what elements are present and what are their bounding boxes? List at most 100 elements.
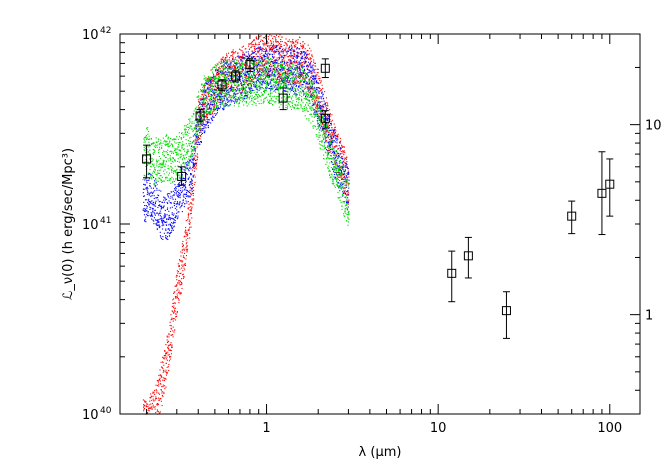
band-dot — [298, 85, 300, 87]
band-dot — [258, 42, 260, 44]
band-dot — [326, 119, 328, 121]
band-dot — [173, 152, 175, 155]
band-dot — [170, 325, 172, 327]
band-dot — [276, 87, 278, 89]
band-dot — [211, 80, 213, 82]
band-dot — [234, 66, 236, 68]
band-dot — [258, 47, 260, 49]
band-dot — [344, 169, 346, 171]
band-dot — [291, 67, 294, 69]
band-dot — [245, 95, 247, 97]
band-dot — [185, 128, 187, 131]
band-dot — [165, 353, 167, 355]
band-dot — [234, 84, 236, 87]
band-dot — [157, 180, 159, 182]
band-dot — [252, 44, 254, 46]
band-dot — [280, 38, 282, 41]
band-dot — [218, 99, 220, 101]
band-dot — [294, 78, 296, 80]
band-dot — [220, 103, 222, 105]
band-dot — [165, 237, 167, 239]
band-dot — [173, 331, 175, 333]
band-dot — [246, 66, 248, 68]
band-dot — [144, 218, 146, 220]
band-dot — [298, 82, 301, 84]
band-dot — [216, 105, 218, 107]
band-dot — [184, 131, 186, 134]
band-dot — [201, 103, 203, 105]
band-dot — [200, 141, 202, 143]
band-dot — [165, 371, 167, 373]
band-dot — [160, 389, 163, 391]
band-dot — [268, 54, 271, 56]
band-dot — [215, 96, 217, 98]
band-dot — [176, 148, 178, 150]
band-dot — [204, 89, 206, 91]
band-dot — [259, 47, 261, 49]
band-dot — [330, 121, 332, 123]
band-dot — [320, 98, 323, 100]
band-dot — [190, 193, 192, 195]
band-dot — [329, 144, 331, 146]
band-dot — [182, 273, 184, 275]
band-dot — [220, 97, 222, 99]
band-dot — [259, 74, 261, 76]
band-dot — [257, 47, 259, 49]
band-dot — [208, 87, 210, 89]
band-dot — [343, 146, 345, 148]
band-dot — [193, 174, 195, 176]
band-dot — [329, 113, 331, 115]
band-dot — [293, 71, 295, 73]
band-dot — [342, 167, 344, 169]
band-dot — [242, 51, 244, 53]
band-dot — [185, 230, 187, 232]
band-dot — [191, 145, 193, 147]
band-dot — [178, 192, 180, 194]
band-dot — [200, 110, 202, 112]
band-dot — [299, 36, 301, 39]
band-dot — [269, 49, 271, 51]
band-dot — [190, 125, 193, 127]
band-dot — [227, 89, 229, 91]
band-dot — [189, 156, 191, 158]
band-dot — [278, 51, 280, 53]
band-dot — [320, 104, 322, 107]
band-dot — [342, 161, 344, 163]
band-dot — [296, 47, 298, 49]
band-dot — [210, 84, 212, 86]
band-dot — [206, 116, 208, 118]
band-dot — [144, 220, 146, 222]
band-dot — [213, 77, 215, 79]
band-dot — [143, 161, 146, 163]
band-dot — [231, 86, 233, 88]
band-dot — [165, 351, 167, 353]
band-dot — [278, 47, 280, 49]
band-dot — [194, 153, 196, 155]
band-dot — [293, 56, 295, 58]
band-dot — [240, 73, 242, 75]
band-dot — [175, 296, 177, 298]
band-dot — [212, 100, 215, 102]
band-dot — [283, 82, 285, 84]
band-dot — [242, 66, 244, 68]
band-dot — [143, 141, 145, 143]
band-dot — [174, 200, 176, 202]
band-dot — [150, 174, 152, 177]
band-dot — [180, 205, 182, 208]
band-dot — [269, 68, 271, 70]
band-dot — [296, 76, 299, 78]
band-dot — [195, 163, 197, 165]
band-dot — [171, 310, 173, 312]
band-dot — [338, 171, 340, 173]
band-dot — [181, 264, 183, 266]
band-dot — [178, 265, 180, 267]
band-dot — [200, 124, 202, 126]
band-dot — [231, 50, 233, 52]
band-dot — [191, 217, 193, 219]
band-dot — [298, 75, 301, 77]
band-dot — [162, 150, 165, 152]
band-dot — [292, 54, 294, 57]
band-dot — [211, 76, 213, 78]
band-dot — [149, 163, 151, 165]
band-dot — [210, 83, 212, 85]
